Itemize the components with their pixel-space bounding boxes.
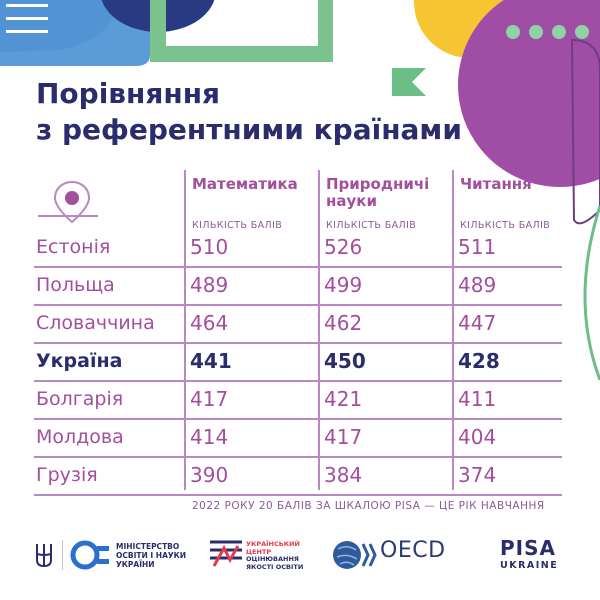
country-name: Естонія — [36, 236, 111, 258]
row-divider — [34, 418, 562, 420]
green-dot — [529, 25, 543, 39]
score-value: 489 — [190, 273, 229, 297]
score-value: 411 — [458, 387, 497, 411]
page-title: Порівняння з референтними країнами — [36, 76, 462, 148]
row-divider — [34, 266, 562, 268]
row-divider — [34, 380, 562, 382]
location-pin-icon — [38, 180, 98, 224]
oecd-logo-text: OECD — [380, 538, 446, 563]
ucozo-logo-icon — [210, 540, 242, 567]
row-divider — [34, 342, 562, 344]
column-header-science: Природничі науки — [326, 175, 430, 210]
column-divider — [318, 170, 320, 490]
menu-line-2 — [6, 17, 48, 20]
trident-icon — [36, 544, 52, 568]
purple-outline-arc — [570, 38, 600, 225]
green-pennant — [392, 68, 426, 96]
row-divider — [34, 304, 562, 306]
score-value: 447 — [458, 311, 497, 335]
green-dot — [506, 25, 520, 39]
country-name: Словаччина — [36, 312, 155, 334]
country-name: Молдова — [36, 426, 124, 448]
score-value: 417 — [324, 425, 363, 449]
table-row: Грузія 390 384 374 — [34, 458, 562, 496]
pisa-logo-text: PISA — [500, 536, 556, 560]
score-hint-reading: КІЛЬКІСТЬ БАЛІВ — [460, 220, 551, 231]
menu-line-1 — [6, 4, 48, 7]
footnote: 2022 РОКУ 20 БАЛІВ ЗА ШКАЛОЮ PISA — ЦЕ Р… — [192, 500, 545, 512]
score-value: 428 — [458, 349, 500, 373]
country-name: Польща — [36, 274, 115, 296]
ucozo-name: УКРАЇНСЬКИЙ ЦЕНТР ОЦІНЮВАННЯ ЯКОСТІ ОСВІ… — [246, 540, 304, 571]
green-dot — [552, 25, 566, 39]
country-name: Україна — [36, 350, 123, 372]
table-row: Болгарія 417 421 411 — [34, 382, 562, 420]
score-value: 489 — [458, 273, 497, 297]
column-header-math: Математика — [192, 175, 298, 193]
table-row: Україна 441 450 428 — [34, 344, 562, 382]
country-name: Болгарія — [36, 388, 124, 410]
menu-line-3 — [6, 30, 48, 33]
footer-logos: МІНІСТЕРСТВО ОСВІТИ І НАУКИ УКРАЇНИ УКРА… — [0, 532, 600, 582]
green-frame — [150, 0, 333, 62]
row-divider — [34, 494, 562, 496]
blue-lower-shape — [0, 0, 120, 52]
score-value: 450 — [324, 349, 366, 373]
score-hint-science: КІЛЬКІСТЬ БАЛІВ — [326, 220, 417, 231]
mon-logo-icon — [70, 540, 109, 570]
score-value: 417 — [190, 387, 229, 411]
score-value: 404 — [458, 425, 497, 449]
ministry-name: МІНІСТЕРСТВО ОСВІТИ І НАУКИ УКРАЇНИ — [116, 542, 187, 569]
score-hint-math: КІЛЬКІСТЬ БАЛІВ — [192, 220, 283, 231]
table-row: Молдова 414 417 404 — [34, 420, 562, 458]
score-value: 414 — [190, 425, 229, 449]
column-divider — [452, 170, 454, 490]
score-value: 510 — [190, 235, 229, 259]
violet-circle — [458, 0, 600, 187]
row-divider — [34, 456, 562, 458]
score-value: 511 — [458, 235, 497, 259]
table-row: Польща 489 499 489 — [34, 268, 562, 306]
table-row: Естонія 510 526 511 — [34, 230, 562, 268]
title-line-2: з референтними країнами — [36, 113, 462, 146]
score-value: 499 — [324, 273, 363, 297]
green-arc — [583, 205, 600, 381]
score-value: 374 — [458, 463, 497, 487]
score-value: 464 — [190, 311, 229, 335]
oecd-globe-icon — [333, 541, 377, 569]
title-line-1: Порівняння — [36, 77, 221, 110]
score-value: 421 — [324, 387, 363, 411]
country-name: Грузія — [36, 464, 98, 486]
column-divider — [184, 170, 186, 490]
green-dot — [575, 25, 589, 39]
footer-divider — [62, 540, 63, 570]
score-value: 526 — [324, 235, 363, 259]
table-row: Словаччина 464 462 447 — [34, 306, 562, 344]
pisa-logo-subtitle: UKRAINE — [500, 560, 559, 571]
score-value: 441 — [190, 349, 232, 373]
score-value: 384 — [324, 463, 363, 487]
score-value: 462 — [324, 311, 363, 335]
score-value: 390 — [190, 463, 229, 487]
column-header-reading: Читання — [460, 175, 532, 193]
